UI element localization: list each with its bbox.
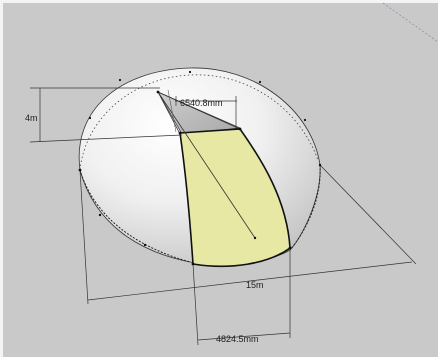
section-face[interactable] (179, 128, 291, 268)
span-dim-ext-left (79, 169, 89, 305)
width-dim-line (197, 332, 291, 341)
width-dim-ext-left (192, 263, 199, 346)
dome-rim (79, 74, 319, 171)
axis-guide (382, 2, 438, 43)
viewport-border-top (0, 0, 438, 3)
apex-line-4 (167, 89, 177, 133)
dome-base-edge (79, 169, 191, 263)
apex-line-2 (157, 91, 181, 135)
height-dim-label: 4m (25, 113, 38, 123)
vertex-markers (78, 70, 322, 266)
span-dim-ext-right (319, 164, 417, 265)
apex-line-1 (157, 91, 256, 239)
dome-right-edge (289, 164, 321, 251)
viewport-border-left (0, 0, 3, 357)
width-dim-label: 4824.5mm (216, 334, 259, 344)
span-dim-label: 15m (246, 280, 264, 290)
height-dim-ext-bottom (29, 134, 183, 143)
span-dim-line (87, 261, 413, 301)
offset-dim-label: 6540.8mm (180, 98, 223, 108)
apex-line-3 (157, 91, 241, 130)
